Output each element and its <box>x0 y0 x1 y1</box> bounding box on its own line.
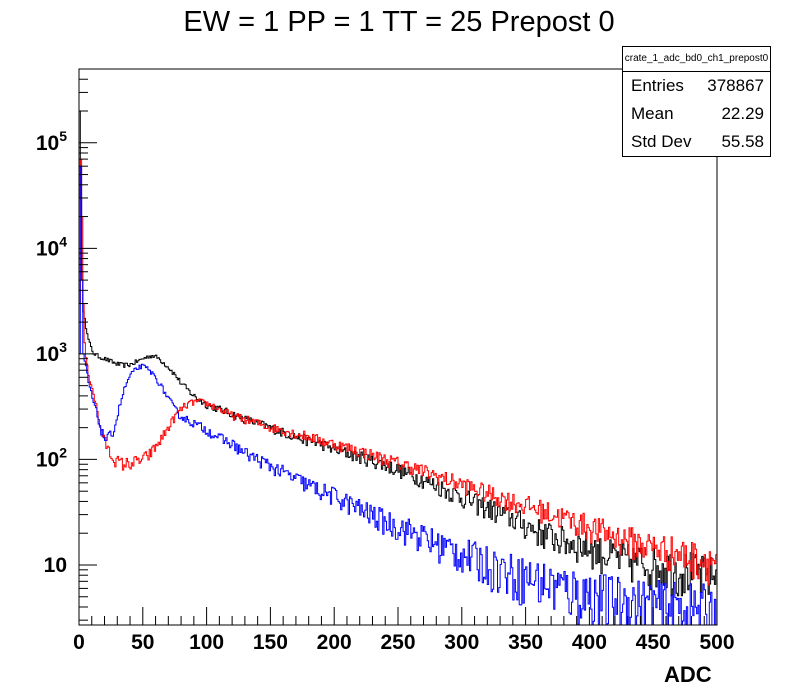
x-axis-title: ADC <box>664 662 712 687</box>
stats-value: 378867 <box>707 76 764 95</box>
axis-layer: 0 50 100 150 200 250 300 350 400 450 500 105 104 103 1… <box>36 68 735 654</box>
stats-label: Mean <box>631 104 674 123</box>
x-tick-label: 400 <box>572 631 607 654</box>
stats-label: Entries <box>631 76 684 95</box>
x-tick-label: 250 <box>380 631 415 654</box>
stats-row-mean: Mean 22.29 <box>623 100 770 128</box>
x-tick-label: 450 <box>636 631 671 654</box>
x-tick-label: 500 <box>699 631 734 654</box>
x-tick-label: 200 <box>317 631 352 654</box>
y-tick-label: 104 <box>36 233 67 260</box>
x-tick-label: 300 <box>444 631 479 654</box>
series-layer <box>79 110 717 625</box>
y-tick-label: 103 <box>36 339 67 366</box>
series-1-line <box>79 110 717 625</box>
x-tick-label: 0 <box>73 631 85 654</box>
chart-title: EW = 1 PP = 1 TT = 25 Prepost 0 <box>183 6 615 38</box>
y-tick-label: 10 <box>44 554 67 577</box>
stats-histogram-name: crate_1_adc_bd0_ch1_prepost0 <box>623 47 770 72</box>
stats-row-stddev: Std Dev 55.58 <box>623 128 770 156</box>
y-tick-label: 105 <box>36 128 67 155</box>
series-3-line <box>79 165 717 625</box>
series-2-line <box>79 158 717 625</box>
x-tick-label: 100 <box>189 631 224 654</box>
stats-value: 55.58 <box>721 132 764 151</box>
stats-value: 22.29 <box>721 104 764 123</box>
x-tick-label: 50 <box>131 631 154 654</box>
x-tick-label: 350 <box>508 631 543 654</box>
stats-row-entries: Entries 378867 <box>623 72 770 100</box>
x-tick-label: 150 <box>253 631 288 654</box>
y-tick-label: 102 <box>36 444 67 471</box>
stats-label: Std Dev <box>631 132 692 151</box>
stats-box: crate_1_adc_bd0_ch1_prepost0 Entries 378… <box>622 46 771 157</box>
